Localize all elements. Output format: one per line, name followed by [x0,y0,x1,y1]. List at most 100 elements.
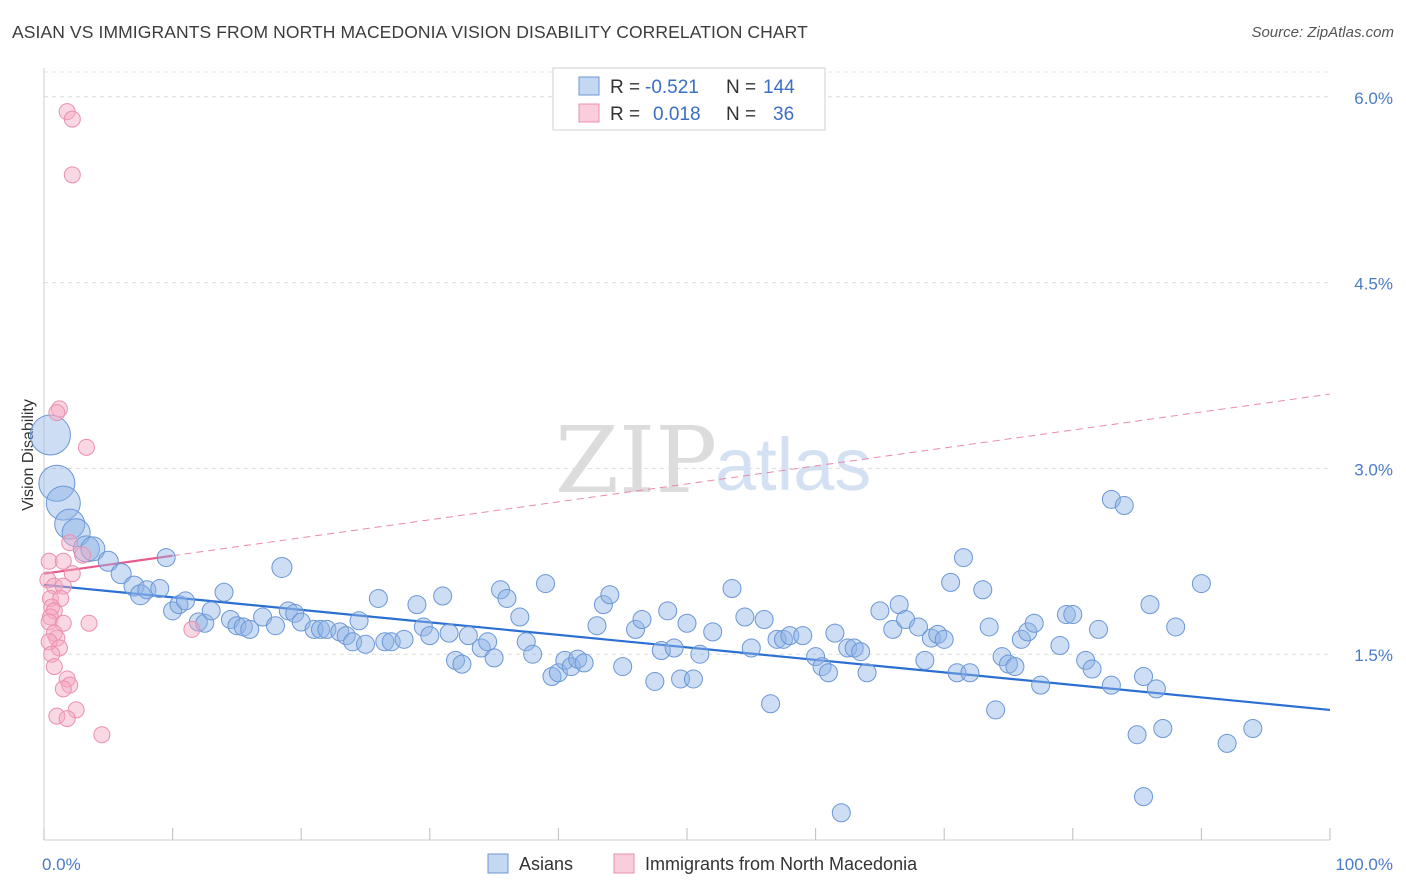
data-point-macedonia [45,624,63,642]
bottom-legend-macedonia: Immigrants from North Macedonia [645,854,918,874]
data-point-asians [110,563,132,585]
data-point-macedonia [54,680,72,698]
data-point-asians [1005,657,1025,677]
data-point-asians [703,622,723,642]
data-point-asians [542,666,562,686]
data-point-asians [1127,725,1147,745]
data-point-asians [754,610,774,630]
data-point-macedonia [63,166,81,184]
data-point-macedonia [63,110,81,128]
legend-n-label-2: N = [726,104,756,125]
source-label: Source: ZipAtlas.com [1251,24,1394,41]
data-point-asians [420,626,440,646]
x-tick-label: 100.0% [1335,855,1393,874]
data-point-asians [735,607,755,627]
data-point-asians [1153,719,1173,739]
data-point-macedonia [77,438,95,456]
trendline-macedonia-solid [43,554,173,575]
data-point-asians [129,584,151,606]
data-point-asians [516,632,536,652]
data-point-asians [722,579,742,599]
watermark: ZIP atlas [555,407,871,514]
data-point-macedonia [93,726,111,744]
data-point-asians [80,536,106,562]
data-point-asians [973,580,993,600]
data-point-asians [600,585,620,605]
data-point-asians [214,582,234,602]
data-point-asians [928,624,948,644]
data-point-macedonia [39,571,57,589]
data-point-macedonia [80,614,98,632]
data-point-asians [97,550,119,572]
data-point-asians [767,629,787,649]
data-point-asians [156,548,176,568]
data-point-asians [741,638,761,658]
data-point-asians [593,595,613,615]
y-tick-label: 3.0% [1354,460,1393,479]
data-point-asians [195,613,215,633]
data-point-asians [851,642,871,662]
data-point-macedonia [58,710,76,728]
data-point-asians [986,700,1006,720]
x-tick-labels: 0.0% 100.0% [42,855,1393,874]
data-point-asians [1217,733,1237,753]
chart-title: ASIAN VS IMMIGRANTS FROM NORTH MACEDONIA… [12,22,808,42]
data-point-macedonia [40,552,58,570]
data-point-asians [960,663,980,683]
bottom-legend-swatch-asians [487,853,509,874]
data-point-asians [38,464,76,502]
data-point-asians [587,616,607,636]
data-point-macedonia [61,534,79,552]
bottom-legend-asians: Asians [519,854,573,874]
data-point-asians [825,623,845,643]
data-point-asians [1114,496,1134,516]
y-tick-label: 6.0% [1354,89,1393,108]
data-point-asians [1191,574,1211,594]
data-point-asians [1050,636,1070,656]
bottom-legend-swatch-macedonia [613,853,635,874]
data-point-macedonia [43,645,61,663]
data-point-macedonia [40,613,58,631]
data-point-asians [1166,617,1186,637]
data-point-asians [407,595,427,615]
data-point-asians [1146,679,1166,699]
data-point-asians [683,669,703,689]
data-point-asians [941,572,961,592]
x-tick-label: 0.0% [42,855,81,874]
data-point-asians [349,611,369,631]
data-point-asians [806,647,826,667]
data-point-asians [632,610,652,630]
data-point-asians [150,579,170,599]
data-point-asians [45,485,81,521]
data-point-asians [1243,719,1263,739]
y-axis-label: Vision Disability [20,399,37,511]
data-point-asians [1134,666,1154,686]
legend-swatch-macedonia [578,103,600,123]
data-point-asians [953,548,973,568]
data-point-asians [271,556,293,578]
data-point-asians [568,649,588,669]
data-point-asians [831,803,851,823]
watermark-zip: ZIP [555,407,717,514]
data-point-asians [1140,595,1160,615]
trend-lines [43,393,1331,712]
data-point-asians [773,629,793,649]
watermark-atlas: atlas [715,423,871,506]
data-point-asians [458,626,478,646]
legend-swatch-asians [578,76,600,96]
data-point-asians [992,647,1012,667]
legend-r-label-2: R = [610,104,640,125]
data-point-macedonia [67,701,85,719]
legend-n-label-1: N = [726,77,756,98]
gridlines [44,71,1330,655]
data-point-macedonia [183,620,201,638]
data-point-asians [915,650,935,670]
data-point-asians [677,613,697,633]
data-point-asians [201,601,221,621]
data-point-asians [664,638,684,658]
data-point-asians [240,619,260,639]
data-point-macedonia [48,707,66,725]
data-point-asians [1134,787,1154,807]
data-point-asians [368,588,388,608]
data-point-asians [1063,605,1083,625]
